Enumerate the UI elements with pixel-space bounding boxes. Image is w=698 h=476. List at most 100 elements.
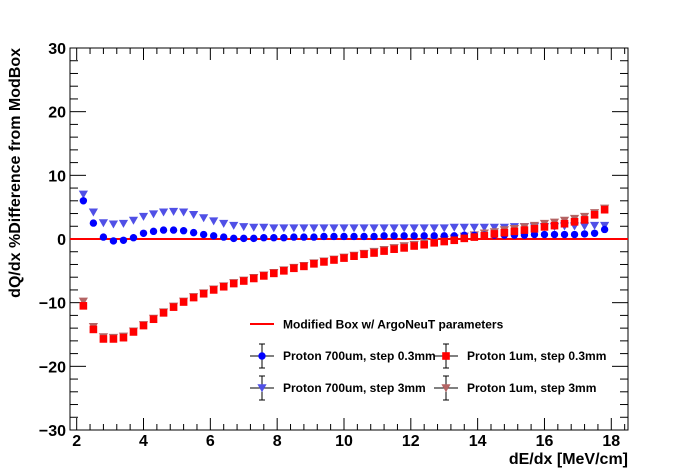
data-point-proton-1um-step-0-3mm <box>480 232 489 240</box>
data-point-proton-700um-step-3mm <box>359 224 369 233</box>
data-point-proton-700um-step-3mm <box>239 223 249 232</box>
data-point-proton-700um-step-3mm <box>299 224 309 233</box>
data-point-proton-700um-step-0-3mm <box>300 233 308 241</box>
data-point-proton-700um-step-0-3mm <box>209 232 218 240</box>
legend-marker <box>257 384 267 393</box>
data-point-proton-700um-step-3mm <box>329 224 339 233</box>
data-point-proton-700um-step-0-3mm <box>400 232 408 240</box>
data-point-proton-700um-step-0-3mm <box>410 232 418 240</box>
y-tick-label: −20 <box>39 359 66 376</box>
data-point-proton-700um-step-3mm <box>459 223 469 232</box>
data-point-proton-700um-step-0-3mm <box>159 226 168 234</box>
data-point-proton-700um-step-0-3mm <box>350 232 358 241</box>
legend-label-reference: Modified Box w/ ArgoNeuT parameters <box>283 318 504 332</box>
data-point-proton-700um-step-0-3mm <box>430 232 438 240</box>
data-point-proton-700um-step-0-3mm <box>119 236 128 244</box>
x-tick-label: 2 <box>72 433 81 450</box>
data-point-proton-700um-step-0-3mm <box>420 232 428 240</box>
data-point-proton-700um-step-3mm <box>279 224 289 233</box>
legend-symbol-proton-1um-step-3mm <box>434 375 458 401</box>
data-point-proton-700um-step-3mm <box>429 224 439 233</box>
data-point-proton-1um-step-0-3mm <box>99 335 108 343</box>
data-point-proton-700um-step-0-3mm <box>270 234 278 242</box>
data-point-proton-700um-step-0-3mm <box>440 232 448 240</box>
data-point-proton-700um-step-0-3mm <box>139 229 148 237</box>
data-point-proton-1um-step-3mm <box>78 297 88 306</box>
data-point-proton-1um-step-0-3mm <box>89 325 98 334</box>
data-point-proton-700um-step-0-3mm <box>220 233 228 241</box>
data-point-proton-1um-step-0-3mm <box>270 269 278 278</box>
data-point-proton-1um-step-0-3mm <box>249 274 258 283</box>
data-point-proton-1um-step-0-3mm <box>360 250 368 259</box>
data-point-proton-700um-step-3mm <box>439 224 449 233</box>
data-point-proton-700um-step-0-3mm <box>590 229 599 237</box>
data-point-proton-700um-step-3mm <box>148 210 159 219</box>
data-point-proton-700um-step-3mm <box>579 222 590 231</box>
data-point-proton-1um-step-0-3mm <box>199 289 208 298</box>
data-point-proton-1um-step-0-3mm <box>580 216 589 224</box>
data-point-proton-700um-step-0-3mm <box>129 234 138 242</box>
data-point-proton-700um-step-3mm <box>138 212 149 221</box>
data-point-proton-1um-step-0-3mm <box>390 245 398 253</box>
data-point-proton-700um-step-3mm <box>98 219 109 228</box>
data-point-proton-1um-step-0-3mm <box>560 219 569 228</box>
data-point-proton-1um-step-0-3mm <box>330 256 338 264</box>
data-point-proton-1um-step-0-3mm <box>600 205 609 214</box>
data-point-proton-1um-step-0-3mm <box>530 225 539 233</box>
legend-marker <box>258 352 266 360</box>
data-point-proton-700um-step-0-3mm <box>260 234 268 242</box>
data-point-proton-1um-step-0-3mm <box>320 258 328 266</box>
data-point-proton-1um-step-0-3mm <box>410 242 418 250</box>
data-point-proton-700um-step-3mm <box>118 219 129 228</box>
data-point-proton-1um-step-0-3mm <box>209 286 218 294</box>
axis-ticks <box>70 47 628 431</box>
data-point-proton-700um-step-0-3mm <box>540 230 549 239</box>
data-point-proton-1um-step-0-3mm <box>470 233 479 241</box>
data-point-proton-700um-step-3mm <box>78 190 88 199</box>
data-point-proton-700um-step-0-3mm <box>89 219 98 227</box>
data-point-proton-700um-step-0-3mm <box>600 225 609 234</box>
data-point-proton-1um-step-0-3mm <box>350 252 358 260</box>
data-point-proton-700um-step-0-3mm <box>79 197 88 205</box>
data-point-proton-700um-step-3mm <box>189 211 199 220</box>
data-point-proton-700um-step-0-3mm <box>580 230 589 238</box>
data-point-proton-1um-step-0-3mm <box>550 221 559 230</box>
data-point-proton-1um-step-0-3mm <box>380 247 388 255</box>
data-markers <box>78 190 610 343</box>
data-point-proton-1um-step-0-3mm <box>169 303 178 311</box>
data-point-proton-700um-step-3mm <box>589 221 600 230</box>
data-point-proton-1um-step-0-3mm <box>79 302 88 310</box>
data-point-proton-700um-step-3mm <box>249 223 259 232</box>
x-tick-label: 14 <box>469 433 487 450</box>
x-tick-label: 8 <box>273 433 282 450</box>
data-point-proton-1um-step-0-3mm <box>510 227 519 236</box>
data-point-proton-700um-step-3mm <box>209 217 219 226</box>
data-point-proton-1um-step-0-3mm <box>239 277 248 285</box>
data-point-proton-700um-step-3mm <box>319 224 329 233</box>
x-axis-label: dE/dx [MeV/cm] <box>509 451 628 468</box>
data-point-proton-700um-step-0-3mm <box>189 228 198 237</box>
data-point-proton-700um-step-0-3mm <box>390 232 398 240</box>
data-point-proton-700um-step-0-3mm <box>360 232 368 241</box>
data-point-proton-1um-step-0-3mm <box>570 218 579 226</box>
data-point-proton-1um-step-0-3mm <box>310 260 318 268</box>
x-tick-label: 4 <box>139 433 148 450</box>
data-point-proton-700um-step-0-3mm <box>330 232 338 241</box>
data-point-proton-1um-step-0-3mm <box>129 328 138 336</box>
data-point-proton-700um-step-3mm <box>128 216 139 225</box>
y-tick-label: 0 <box>57 232 66 249</box>
data-point-proton-1um-step-0-3mm <box>139 321 148 330</box>
data-point-proton-1um-step-0-3mm <box>420 240 428 249</box>
data-point-proton-1um-step-0-3mm <box>460 234 469 243</box>
x-tick-label: 18 <box>602 433 620 450</box>
data-point-proton-1um-step-0-3mm <box>450 236 459 245</box>
data-point-proton-700um-step-0-3mm <box>290 233 298 241</box>
data-point-proton-1um-step-0-3mm <box>370 249 378 257</box>
data-point-proton-700um-step-3mm <box>479 223 489 232</box>
data-point-proton-700um-step-0-3mm <box>99 233 108 241</box>
data-point-proton-700um-step-3mm <box>409 224 419 233</box>
data-point-proton-1um-step-0-3mm <box>300 262 308 271</box>
data-point-proton-700um-step-0-3mm <box>199 230 208 239</box>
y-tick-label: 10 <box>48 168 66 185</box>
